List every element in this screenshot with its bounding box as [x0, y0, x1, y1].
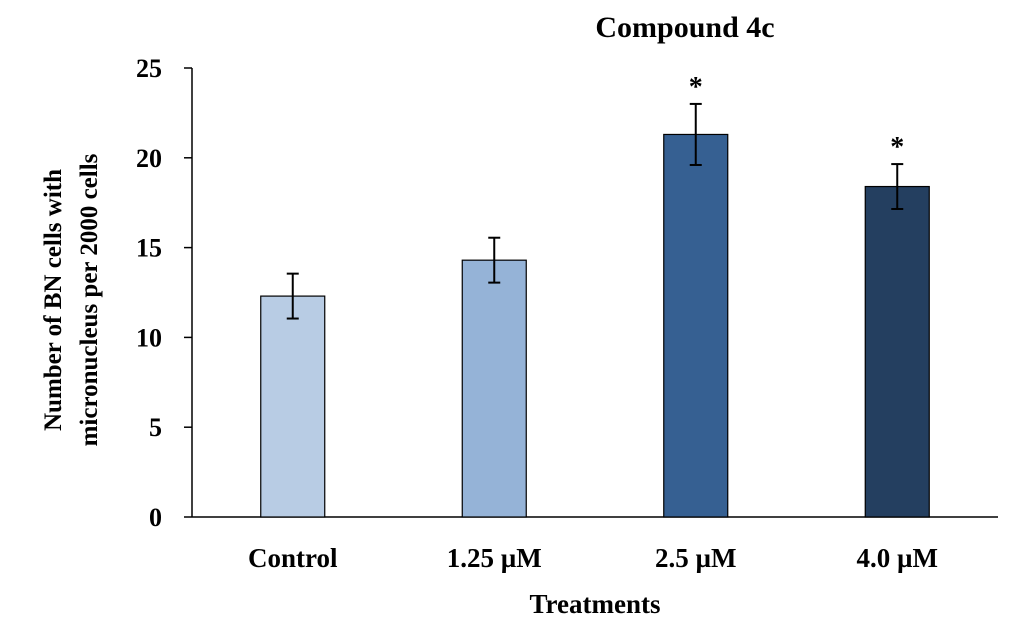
x-tick-label-1: 1.25 µM [447, 543, 542, 573]
y-axis-ticks: 0 5 10 15 20 25 [136, 54, 192, 532]
x-axis-tick-labels: Control 1.25 µM 2.5 µM 4.0 µM [248, 543, 938, 573]
y-axis-label: Number of BN cells with micronucleus per… [40, 153, 103, 446]
bar-0 [260, 295, 326, 518]
y-tick-label-0: 0 [149, 503, 162, 532]
bars-group: ** [260, 72, 930, 518]
y-tick-label-5: 25 [136, 54, 162, 83]
x-tick-label-0: Control [248, 543, 338, 573]
bar-1 [461, 259, 527, 518]
significance-mark-3: * [890, 132, 904, 163]
chart-title: Compound 4c [595, 11, 774, 44]
y-tick-label-2: 10 [136, 323, 162, 352]
significance-mark-2: * [689, 72, 703, 103]
bar-2 [663, 133, 729, 518]
x-tick-label-3: 4.0 µM [856, 543, 938, 573]
y-axis-label-line-2: micronucleus per 2000 cells [76, 153, 103, 446]
bar-3 [864, 185, 930, 518]
x-tick-label-2: 2.5 µM [655, 543, 737, 573]
y-tick-label-3: 15 [136, 234, 162, 263]
y-tick-label-4: 20 [136, 144, 162, 173]
y-axis-label-line-1: Number of BN cells with [40, 169, 67, 431]
y-tick-label-1: 5 [149, 413, 162, 442]
x-axis-label: Treatments [530, 589, 661, 619]
